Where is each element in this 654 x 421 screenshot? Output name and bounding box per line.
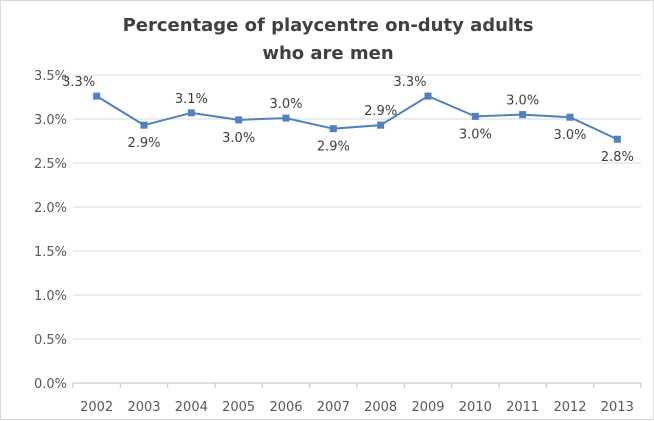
y-tick-label: 3.5% [34,69,67,84]
x-tick-label: 2008 [364,400,397,415]
data-label: 2.9% [364,104,397,119]
data-point [424,92,432,100]
data-label: 3.1% [175,92,208,107]
data-label: 3.3% [62,75,95,90]
x-tick-label: 2012 [553,400,586,415]
series-line [96,94,618,141]
y-tick-label: 1.0% [34,289,67,304]
data-label: 3.0% [553,128,586,143]
x-tick-label: 2010 [459,400,492,415]
data-label: 3.0% [506,94,539,109]
y-tick-label: 1.5% [34,245,67,260]
data-point [187,109,195,117]
x-tick-label: 2004 [175,400,208,415]
data-label: 3.0% [459,127,492,142]
data-label: 3.0% [222,131,255,146]
data-point [329,125,337,133]
data-label: 2.9% [127,136,160,151]
data-label: 2.8% [601,150,634,165]
data-point [566,113,574,121]
y-tick-label: 2.5% [34,157,67,172]
y-tick-label: 2.0% [34,201,67,216]
x-tick-label: 2005 [222,400,255,415]
data-point [377,121,385,129]
data-point [282,114,290,122]
data-point [235,116,243,124]
y-tick-label: 0.0% [34,377,67,392]
x-tick-label: 2011 [506,400,539,415]
data-point [471,112,479,120]
data-label: 3.0% [269,97,302,112]
data-label: 3.3% [393,75,426,90]
x-tick-label: 2003 [127,400,160,415]
x-tick-label: 2009 [411,400,444,415]
y-tick-label: 0.5% [34,333,67,348]
data-label: 2.9% [317,140,350,155]
data-point [519,111,527,119]
x-tick-label: 2006 [269,400,302,415]
data-point [93,92,101,100]
data-point [140,121,148,129]
x-tick-label: 2013 [601,400,634,415]
y-tick-label: 3.0% [34,113,67,128]
x-tick-label: 2002 [80,400,113,415]
x-tick-label: 2007 [317,400,350,415]
chart-title-line-1: Percentage of playcentre on-duty adults [122,15,534,36]
chart-title-line-2: who are men [262,43,394,64]
data-point [613,135,621,143]
